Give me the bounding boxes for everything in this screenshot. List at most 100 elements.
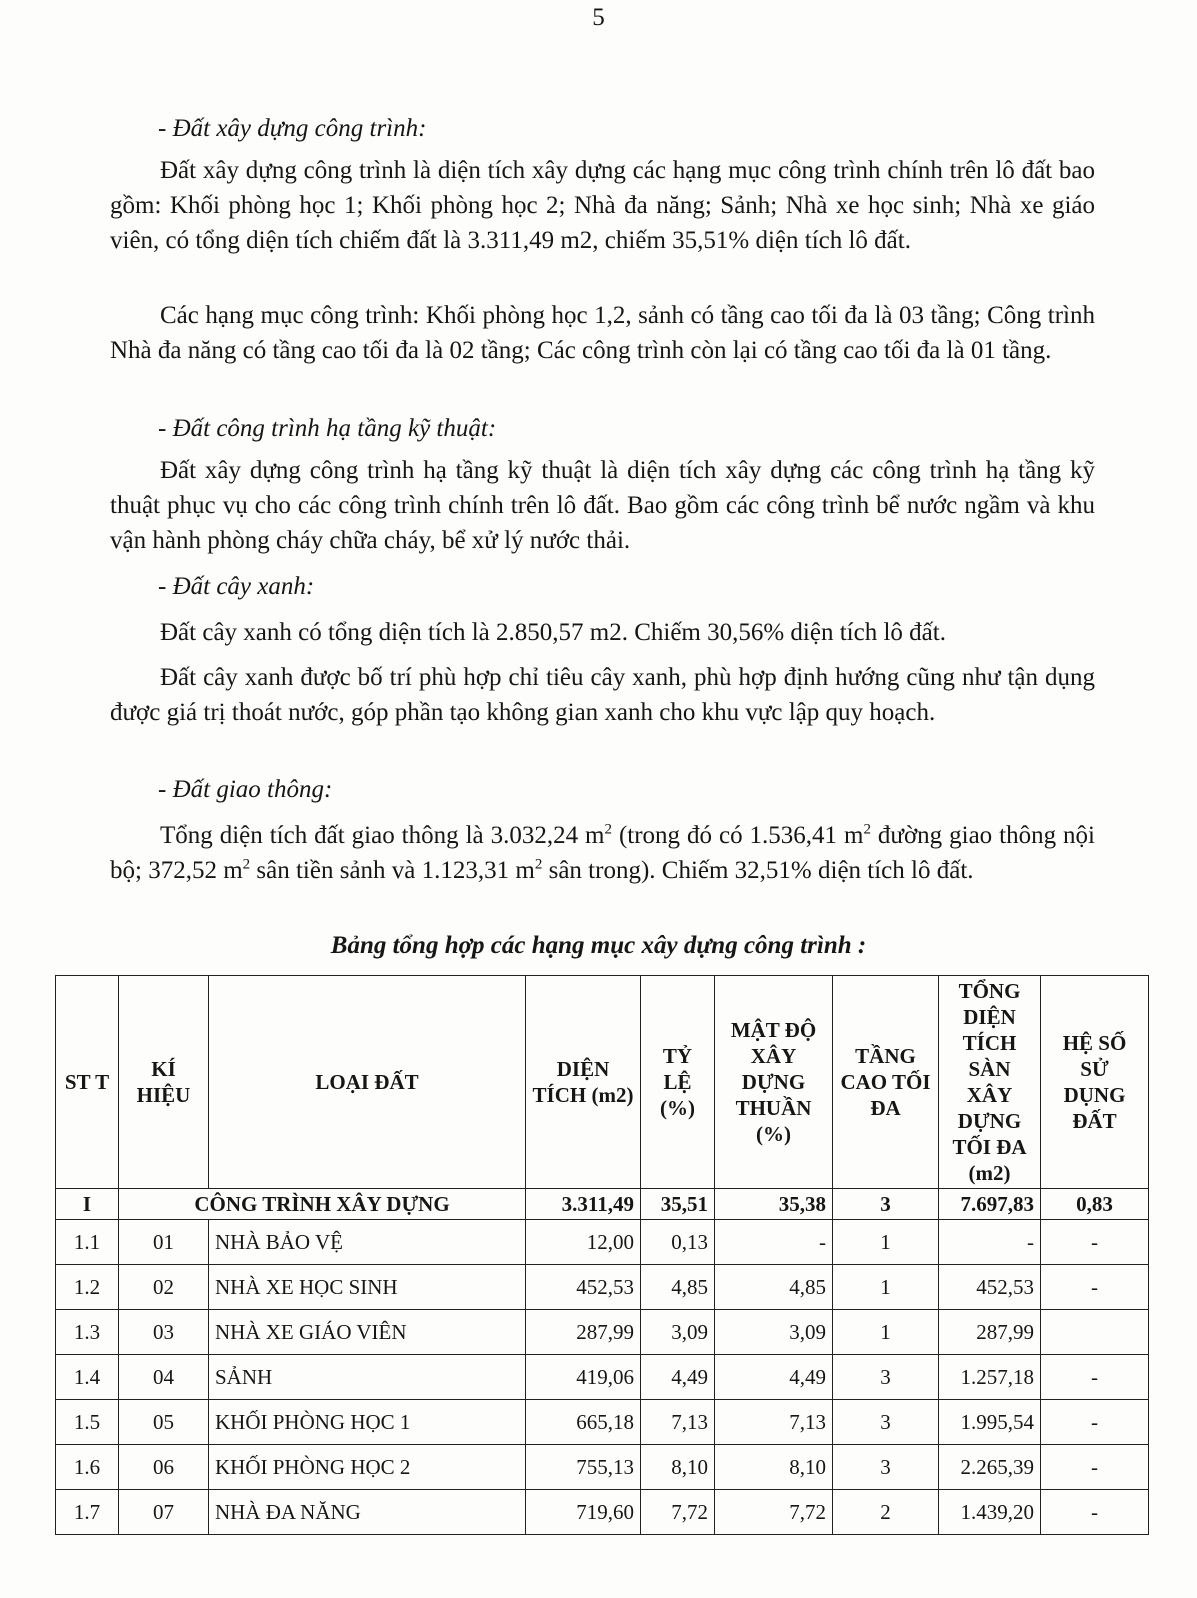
cell-name: KHỐI PHÒNG HỌC 1 (208, 1399, 526, 1445)
cell-floors: 3 (832, 1444, 939, 1490)
cell-area: 12,00 (525, 1219, 641, 1265)
section-heading: - Đất cây xanh: (158, 573, 315, 600)
cell-area: 287,99 (525, 1309, 641, 1355)
cell-floors: 3 (832, 1354, 939, 1400)
cell-area: 3.311,49 (525, 1188, 641, 1220)
cell-ratio: 3,09 (640, 1309, 715, 1355)
table-row: 1.2 02 NHÀ XE HỌC SINH 452,53 4,85 4,85 1 452,5… (55, 1264, 1149, 1310)
cell-floor_area: 1.257,18 (938, 1354, 1041, 1400)
cell-density: 35,38 (714, 1188, 833, 1220)
column-header: MẬT ĐỘ XÂY DỰNG THUẦN (%) (714, 975, 833, 1189)
cell-floor_area: 452,53 (938, 1264, 1041, 1310)
cell-stt: 1.2 (55, 1264, 119, 1310)
cell-stt: 1.3 (55, 1309, 119, 1355)
column-header: KÍ HIỆU (118, 975, 209, 1189)
cell-code: 06 (118, 1444, 209, 1490)
cell-floors: 1 (832, 1219, 939, 1265)
cell-code: 07 (118, 1489, 209, 1535)
cell-name: NHÀ XE GIÁO VIÊN (208, 1309, 526, 1355)
paragraph: Đất cây xanh được bố trí phù hợp chỉ tiê… (110, 664, 1095, 726)
column-header: LOẠI ĐẤT (208, 975, 526, 1189)
cell-coef: - (1040, 1264, 1149, 1310)
cell-stt: I (55, 1188, 119, 1220)
cell-ratio: 35,51 (640, 1188, 715, 1220)
cell-density: 4,85 (714, 1264, 833, 1310)
paragraph: Đất xây dựng công trình là diện tích xây… (110, 157, 1095, 254)
cell-coef: - (1040, 1354, 1149, 1400)
cell-area: 419,06 (525, 1354, 641, 1400)
table-row: 1.1 01 NHÀ BẢO VỆ 12,00 0,13-1- - (55, 1219, 1149, 1265)
cell-coef (1040, 1309, 1149, 1355)
table-group-row: I CÔNG TRÌNH XÂY DỰNG 3.311,49 35,51 35,38 3 7… (55, 1188, 1149, 1220)
column-header: TỶ LỆ (%) (640, 975, 715, 1189)
cell-floor_area: - (938, 1219, 1041, 1265)
column-header: ST T (55, 975, 119, 1189)
cell-name: CÔNG TRÌNH XÂY DỰNG (118, 1188, 526, 1220)
cell-floor_area: 1.439,20 (938, 1489, 1041, 1535)
cell-ratio: 7,72 (640, 1489, 715, 1535)
section-heading: - Đất xây dựng công trình: (158, 115, 427, 142)
table-row: 1.4 04 SẢNH 419,06 4,49 4,49 3 1.257,18- (55, 1354, 1149, 1400)
cell-density: - (714, 1219, 833, 1265)
cell-stt: 1.7 (55, 1489, 119, 1535)
cell-floor_area: 287,99 (938, 1309, 1041, 1355)
paragraph: Đất xây dựng công trình hạ tầng kỹ thuật… (110, 457, 1095, 554)
cell-coef: - (1040, 1399, 1149, 1445)
paragraph: Đất cây xanh có tổng diện tích là 2.850,… (160, 619, 946, 646)
cell-floors: 3 (832, 1399, 939, 1445)
cell-code: 02 (118, 1264, 209, 1310)
cell-area: 755,13 (525, 1444, 641, 1490)
page-number: 5 (592, 4, 605, 31)
cell-code: 04 (118, 1354, 209, 1400)
table-row: 1.7 07 NHÀ ĐA NĂNG 719,60 7,72 7,72 2 1.439,20- (55, 1489, 1149, 1535)
table-caption: Bảng tổng hợp các hạng mục xây dựng công… (330, 932, 867, 959)
cell-name: NHÀ ĐA NĂNG (208, 1489, 526, 1535)
column-header: HỆ SỐ SỬ DỤNG ĐẤT (1040, 975, 1149, 1189)
table-row: 1.5 05 KHỐI PHÒNG HỌC 1 665,18 7,13 7,13 3 1.99… (55, 1399, 1149, 1445)
cell-ratio: 7,13 (640, 1399, 715, 1445)
cell-stt: 1.5 (55, 1399, 119, 1445)
cell-stt: 1.6 (55, 1444, 119, 1490)
column-header: TỔNG DIỆN TÍCH SÀN XÂY DỰNG TỐI ĐA (m2) (938, 975, 1041, 1189)
summary-table: ST T KÍ HIỆU LOẠI ĐẤT DIỆN TÍCH (m2) TỶ LỆ (… (55, 975, 1149, 1535)
cell-density: 3,09 (714, 1309, 833, 1355)
cell-coef: - (1040, 1444, 1149, 1490)
cell-ratio: 4,49 (640, 1354, 715, 1400)
table-row: 1.6 06 KHỐI PHÒNG HỌC 2 755,13 8,10 8,10 3 2.26… (55, 1444, 1149, 1490)
cell-code: 03 (118, 1309, 209, 1355)
paragraph: Tổng diện tích đất giao thông là 3.032,2… (110, 821, 1095, 884)
cell-floors: 2 (832, 1489, 939, 1535)
cell-floors: 1 (832, 1264, 939, 1310)
cell-ratio: 0,13 (640, 1219, 715, 1265)
cell-density: 8,10 (714, 1444, 833, 1490)
cell-area: 719,60 (525, 1489, 641, 1535)
cell-name: NHÀ XE HỌC SINH (208, 1264, 526, 1310)
column-header: TẦNG CAO TỐI ĐA (832, 975, 939, 1189)
cell-area: 452,53 (525, 1264, 641, 1310)
section-heading: - Đất công trình hạ tầng kỹ thuật: (158, 415, 497, 442)
table-row: 1.3 03 NHÀ XE GIÁO VIÊN 287,99 3,09 3,09 1 287,… (55, 1309, 1149, 1355)
paragraph: Các hạng mục công trình: Khối phòng học … (110, 302, 1095, 364)
cell-ratio: 8,10 (640, 1444, 715, 1490)
cell-name: NHÀ BẢO VỆ (208, 1219, 526, 1265)
cell-floor_area: 2.265,39 (938, 1444, 1041, 1490)
cell-floor_area: 7.697,83 (938, 1188, 1041, 1220)
cell-name: SẢNH (208, 1354, 526, 1400)
cell-floor_area: 1.995,54 (938, 1399, 1041, 1445)
cell-stt: 1.1 (55, 1219, 119, 1265)
cell-area: 665,18 (525, 1399, 641, 1445)
cell-name: KHỐI PHÒNG HỌC 2 (208, 1444, 526, 1490)
cell-coef: 0,83 (1040, 1188, 1149, 1220)
cell-density: 7,13 (714, 1399, 833, 1445)
cell-density: 4,49 (714, 1354, 833, 1400)
cell-floors: 1 (832, 1309, 939, 1355)
cell-stt: 1.4 (55, 1354, 119, 1400)
section-heading: - Đất giao thông: (158, 776, 333, 803)
cell-code: 05 (118, 1399, 209, 1445)
cell-coef: - (1040, 1489, 1149, 1535)
cell-code: 01 (118, 1219, 209, 1265)
cell-coef: - (1040, 1219, 1149, 1265)
cell-ratio: 4,85 (640, 1264, 715, 1310)
cell-density: 7,72 (714, 1489, 833, 1535)
